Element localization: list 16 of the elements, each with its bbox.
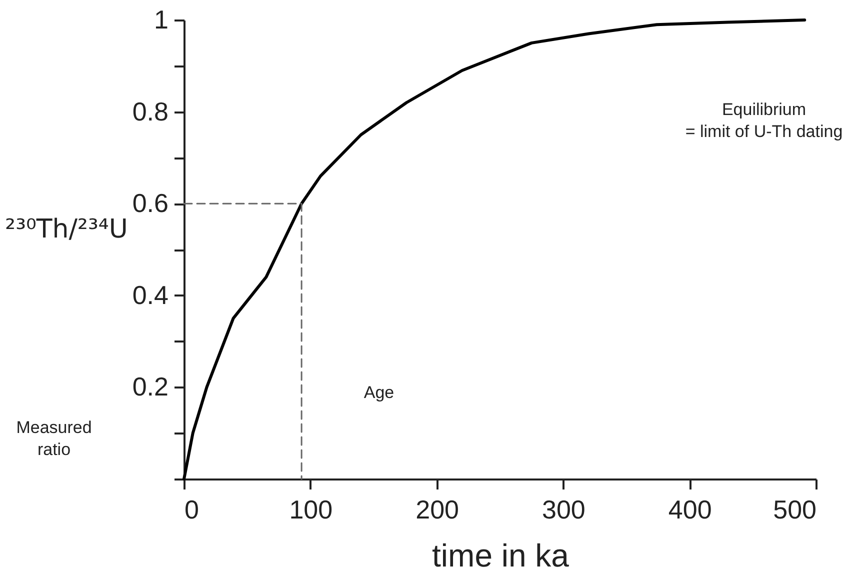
y-tick-label: 1 — [154, 4, 168, 34]
y-tick-label: 0.8 — [132, 96, 168, 126]
text: Measured ratio — [16, 418, 92, 459]
y-tick-label: 0.4 — [132, 280, 168, 310]
y-tick-label: 0.2 — [132, 372, 168, 402]
annotation: Age — [364, 383, 394, 402]
x-tick-label: 400 — [668, 494, 712, 524]
x-tick-label: 500 — [773, 494, 816, 524]
y-tick-label: 0.6 — [132, 188, 168, 218]
x-tick-label: 200 — [416, 494, 459, 524]
x-tick-label: 100 — [289, 494, 333, 524]
x-axis-title: time in ka — [432, 538, 570, 574]
x-tick-label: 0 — [184, 494, 199, 524]
x-tick-label: 300 — [542, 494, 586, 524]
y-axis-title: ²³⁰Th/²³⁴U — [5, 214, 128, 244]
annotation: Equilibrium = limit of U-Th dating — [685, 100, 843, 141]
